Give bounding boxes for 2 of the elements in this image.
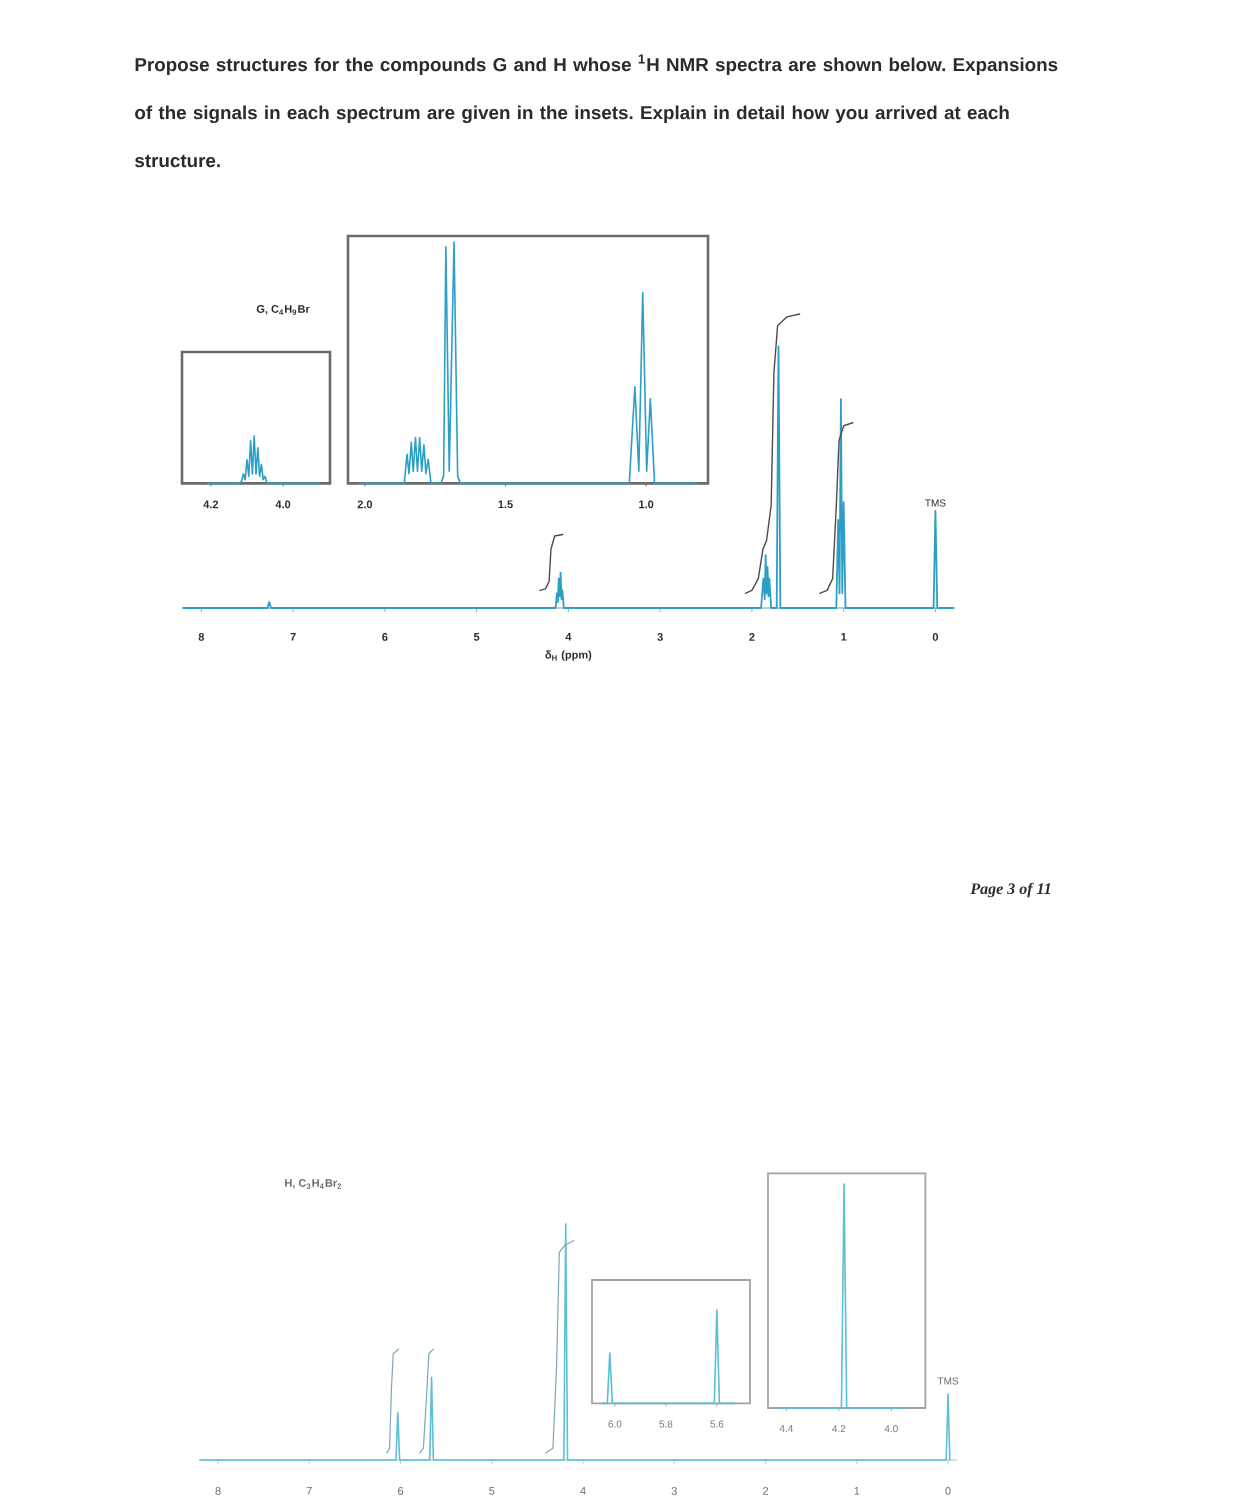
text: Page 3 of 11	[970, 882, 1051, 898]
chart-title: Propose structures for the compounds G and H whose $^{1}$H NMR spectra are shown below. Expansions of the signals in each spectrum are given in the insets. Explain in detail how you arrived at each structure.	[135, 54, 1058, 168]
